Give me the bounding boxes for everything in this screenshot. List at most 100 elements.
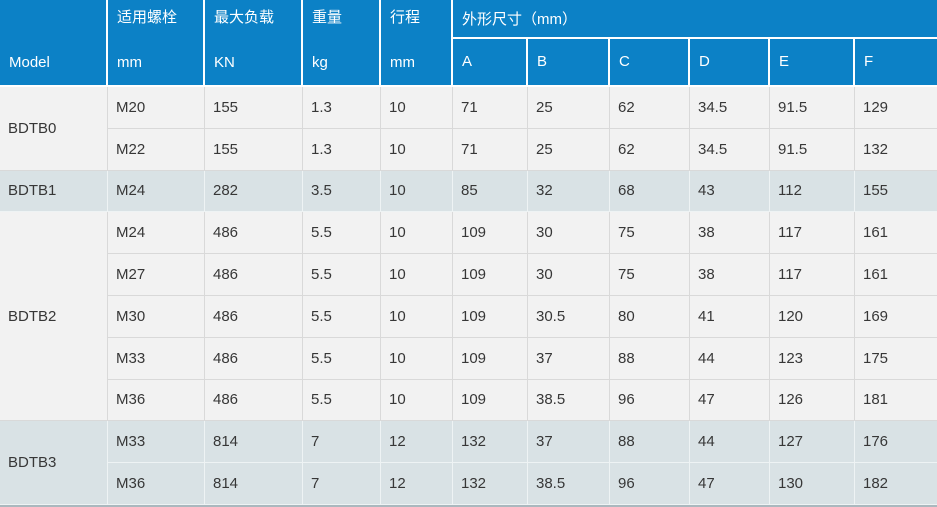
col-header-dim-a: A (453, 38, 528, 87)
load-cell: 155 (205, 128, 303, 171)
col-header-model: Model (0, 0, 108, 87)
col-header-load-title: 最大负载 (214, 9, 275, 26)
load-cell: 486 (205, 254, 303, 296)
dim-f-cell: 132 (855, 128, 937, 171)
stroke-cell: 10 (381, 87, 453, 129)
dim-e-cell: 126 (770, 379, 855, 422)
weight-cell: 7 (303, 421, 381, 464)
dim-b-cell: 32 (528, 170, 610, 213)
table-row: M36 814 7 12 132 38.5 96 47 130 182 (0, 463, 937, 505)
dim-c-cell: 68 (610, 170, 690, 213)
col-header-dim-e: E (770, 38, 855, 87)
dim-a-cell: 71 (453, 87, 528, 129)
dim-a-cell: 109 (453, 212, 528, 255)
dim-a-cell: 109 (453, 337, 528, 380)
dim-f-cell: 182 (855, 463, 937, 505)
col-header-stroke-unit: mm (390, 54, 415, 71)
dim-c-cell: 62 (610, 128, 690, 171)
col-header-dim-c: C (610, 38, 690, 87)
dim-e-cell: 117 (770, 212, 855, 255)
bolt-cell: M33 (108, 421, 205, 464)
col-header-dim-b: B (528, 38, 610, 87)
col-header-dimensions: 外形尺寸（mm） (453, 0, 937, 39)
load-cell: 486 (205, 337, 303, 380)
weight-cell: 5.5 (303, 212, 381, 255)
load-cell: 814 (205, 421, 303, 464)
weight-cell: 5.5 (303, 254, 381, 296)
spec-table-body: BDTB0 M20 155 1.3 10 71 25 62 34.5 91.5 129 M22 155 1… (0, 87, 937, 505)
table-row: M22 155 1.3 10 71 25 62 34.5 91.5 132 (0, 128, 937, 171)
col-header-stroke-title: 行程 (390, 9, 421, 26)
bolt-cell: M27 (108, 254, 205, 296)
col-header-weight: 重量 kg (303, 0, 381, 87)
bolt-cell: M22 (108, 128, 205, 171)
dim-b-cell: 30 (528, 254, 610, 296)
col-header-bolt-unit: mm (117, 54, 142, 71)
col-header-bolt: 适用螺栓 mm (108, 0, 205, 87)
col-header-load-unit: KN (214, 54, 235, 71)
weight-cell: 1.3 (303, 87, 381, 129)
col-header-bolt-title: 适用螺栓 (117, 9, 178, 26)
dim-f-cell: 175 (855, 337, 937, 380)
dim-f-cell: 129 (855, 87, 937, 129)
dim-b-cell: 37 (528, 337, 610, 380)
load-cell: 486 (205, 295, 303, 338)
dim-d-cell: 47 (690, 463, 770, 505)
col-header-stroke: 行程 mm (381, 0, 453, 87)
dim-c-cell: 88 (610, 421, 690, 464)
dim-b-cell: 25 (528, 128, 610, 171)
model-cell: BDTB3 (0, 421, 108, 505)
stroke-cell: 10 (381, 128, 453, 171)
dim-a-cell: 85 (453, 170, 528, 213)
stroke-cell: 12 (381, 463, 453, 505)
dim-e-cell: 120 (770, 295, 855, 338)
dim-d-cell: 34.5 (690, 128, 770, 171)
dim-b-cell: 38.5 (528, 379, 610, 422)
dim-d-cell: 41 (690, 295, 770, 338)
dim-d-cell: 38 (690, 254, 770, 296)
weight-cell: 7 (303, 463, 381, 505)
model-cell: BDTB1 (0, 170, 108, 213)
load-cell: 486 (205, 379, 303, 422)
table-row: BDTB2 M24 486 5.5 10 109 30 75 38 117 161 (0, 212, 937, 422)
dim-e-cell: 127 (770, 421, 855, 464)
load-cell: 155 (205, 87, 303, 129)
dim-c-cell: 88 (610, 337, 690, 380)
dim-a-cell: 109 (453, 295, 528, 338)
col-header-weight-unit: kg (312, 54, 328, 71)
table-row: M36 486 5.5 10 109 38.5 96 47 126 181 (0, 379, 937, 422)
dim-b-cell: 30 (528, 212, 610, 255)
dim-d-cell: 44 (690, 337, 770, 380)
load-cell: 814 (205, 463, 303, 505)
model-cell: BDTB2 (0, 212, 108, 422)
bolt-cell: M24 (108, 212, 205, 255)
table-row: BDTB0 M20 155 1.3 10 71 25 62 34.5 91.5 129 (0, 87, 937, 171)
dim-c-cell: 80 (610, 295, 690, 338)
bolt-cell: M30 (108, 295, 205, 338)
dim-c-cell: 75 (610, 212, 690, 255)
dim-a-cell: 132 (453, 463, 528, 505)
weight-cell: 5.5 (303, 337, 381, 380)
dim-c-cell: 96 (610, 463, 690, 505)
col-header-model-label: Model (9, 54, 50, 71)
table-bottom-border (0, 504, 937, 507)
header-row-top: Model 适用螺栓 mm 最大负载 KN (0, 0, 937, 87)
dim-f-cell: 181 (855, 379, 937, 422)
dim-e-cell: 91.5 (770, 128, 855, 171)
dim-d-cell: 34.5 (690, 87, 770, 129)
dim-a-cell: 132 (453, 421, 528, 464)
dim-b-cell: 37 (528, 421, 610, 464)
dim-f-cell: 155 (855, 170, 937, 213)
bolt-cell: M33 (108, 337, 205, 380)
dim-e-cell: 91.5 (770, 87, 855, 129)
weight-cell: 5.5 (303, 295, 381, 338)
weight-cell: 5.5 (303, 379, 381, 422)
dim-e-cell: 123 (770, 337, 855, 380)
bolt-cell: M20 (108, 87, 205, 129)
stroke-cell: 10 (381, 170, 453, 213)
dim-d-cell: 44 (690, 421, 770, 464)
dim-e-cell: 117 (770, 254, 855, 296)
weight-cell: 1.3 (303, 128, 381, 171)
